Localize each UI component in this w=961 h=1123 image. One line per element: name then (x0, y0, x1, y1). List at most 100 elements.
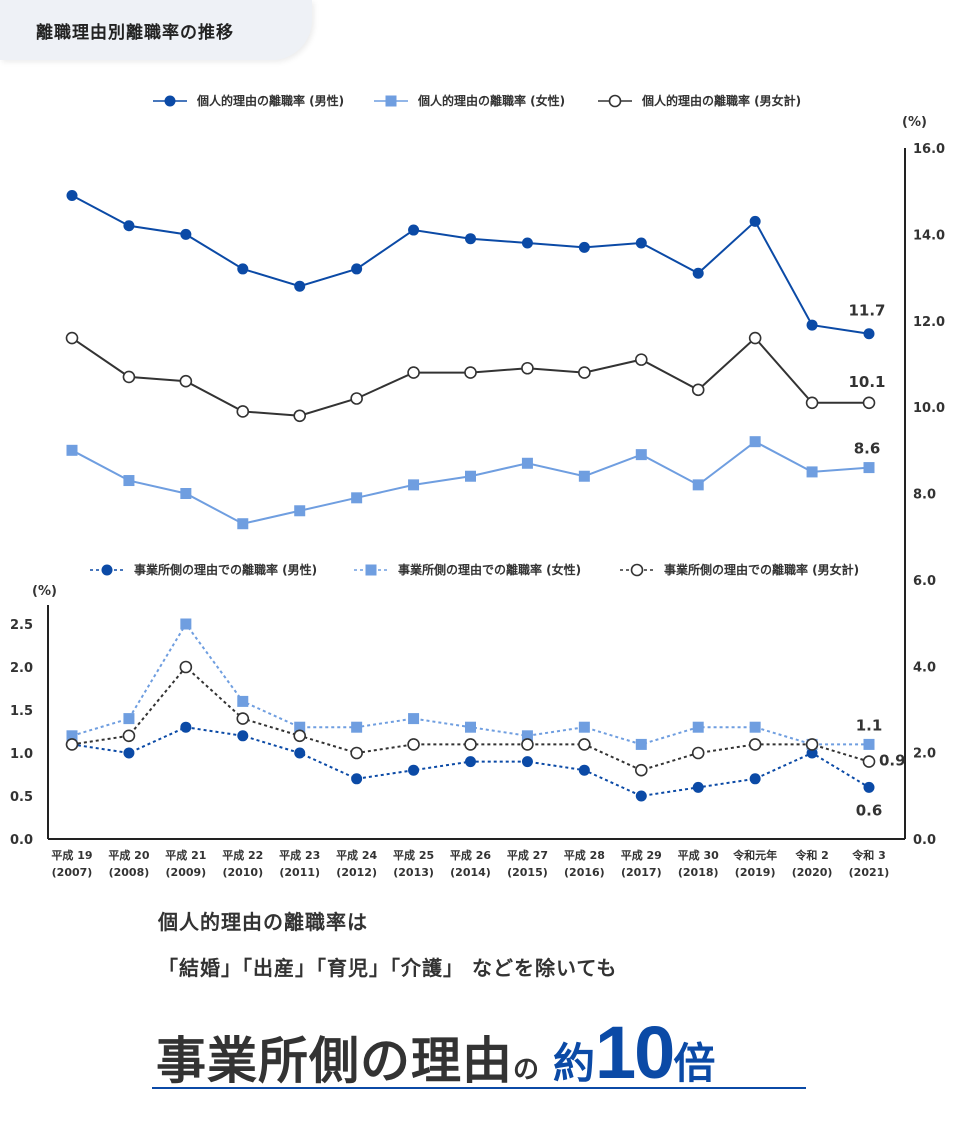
female-point (294, 721, 306, 733)
right-y-tick-label: 12.0 (913, 315, 945, 330)
total-point (578, 366, 591, 379)
x-category-label: 平成 30 (678, 848, 719, 862)
male-point (863, 328, 875, 340)
female-point (692, 721, 704, 733)
male-point (294, 280, 306, 292)
right-y-tick-label: 0.0 (913, 833, 936, 848)
legend-personal-total-text: 個人的理由の離職率 (男女計) (641, 93, 801, 108)
x-category-year: (2020) (792, 866, 833, 879)
caption-line-1: 個人的理由の離職率は (158, 910, 368, 934)
left-y-unit-label: (%) (32, 584, 57, 599)
x-category-year: (2012) (336, 866, 377, 879)
total-point (691, 383, 705, 397)
female-point (635, 449, 647, 461)
x-category-label: 平成 24 (336, 848, 377, 862)
right-y-tick-label: 16.0 (913, 142, 945, 157)
x-category-year: (2007) (52, 866, 93, 879)
right-y-tick-label: 4.0 (913, 660, 936, 675)
headline-main: 事業所側の理由 (156, 1032, 513, 1090)
legend-personal-female-text: 個人的理由の離職率 (女性) (417, 93, 565, 108)
headline-particle: の (513, 1055, 540, 1085)
legend-employer-female-text: 事業所側の理由での離職率 (女性) (398, 562, 581, 577)
female-point (749, 436, 761, 448)
total-point (464, 366, 477, 379)
left-y-tick-label: 0.0 (10, 833, 33, 848)
male-point (806, 747, 818, 759)
female-point (180, 618, 192, 630)
total-point (748, 738, 762, 751)
male-point (123, 747, 135, 759)
total-point (179, 374, 193, 388)
right-y-tick-label: 6.0 (913, 574, 936, 589)
chart-series (65, 190, 876, 802)
headline: 事業所側の理由の 約10倍 (156, 1010, 715, 1094)
end-label-personal-total: 10.1 (848, 373, 885, 391)
female-point (351, 721, 363, 733)
x-category-label: 平成 25 (393, 848, 434, 862)
male-point (521, 756, 533, 768)
headline-underline (152, 1087, 806, 1089)
right-y-unit-label: (%) (902, 115, 927, 130)
personal-male-line (71, 194, 870, 335)
total-point (236, 712, 250, 725)
female-point (465, 721, 476, 733)
female-point (465, 470, 476, 482)
x-category-year: (2019) (735, 866, 776, 879)
male-point (635, 790, 647, 802)
female-point (578, 470, 590, 482)
end-label-employer-total: 0.9 (879, 752, 906, 770)
total-point (862, 396, 876, 410)
total-point (691, 746, 705, 760)
female-point (635, 738, 647, 750)
male-point (180, 721, 192, 733)
total-point (293, 729, 307, 743)
x-category-year: (2021) (849, 866, 890, 879)
female-point (66, 444, 78, 456)
x-category-label: 平成 23 (279, 848, 320, 862)
x-category-year: (2015) (507, 866, 548, 879)
chart-labels: 個人的理由の離職率 (男性) 個人的理由の離職率 (女性) 個人的理由の離職率 (男… (90, 93, 906, 819)
total-point (805, 738, 819, 751)
male-point (66, 190, 78, 202)
x-category-label: 平成 29 (621, 848, 662, 862)
left-y-tick-label: 2.5 (10, 618, 33, 633)
total-point (634, 763, 648, 777)
left-y-tick-label: 2.0 (10, 661, 33, 676)
end-label-employer-male: 0.6 (856, 801, 883, 819)
female-point (66, 730, 78, 742)
x-category-year: (2011) (279, 866, 320, 879)
female-point (521, 730, 533, 742)
personal-female-line (71, 440, 870, 525)
male-point (294, 747, 306, 759)
male-point (123, 220, 135, 232)
left-y-tick-label: 1.5 (10, 704, 33, 719)
female-point (806, 466, 818, 478)
total-point (862, 755, 876, 768)
total-point (748, 331, 762, 345)
legend-employer-total-text: 事業所側の理由での離職率 (男女計) (664, 562, 859, 577)
male-point (635, 237, 647, 249)
male-point (408, 224, 420, 236)
male-point (749, 773, 761, 785)
total-point (122, 370, 136, 384)
turnover-rate-chart: 0.0 2.0 4.0 6.0 8.0 10.0 12.0 14.0 16.0 (%) 0.0 0.5… (10, 93, 945, 879)
headline-prefix: 約 (553, 1039, 596, 1088)
female-point (578, 721, 590, 733)
right-y-tick-label: 2.0 (913, 747, 936, 762)
chart-axes: 0.0 2.0 4.0 6.0 8.0 10.0 12.0 14.0 16.0 (%) 0.0 0.5… (10, 115, 945, 879)
male-point (692, 781, 704, 793)
total-point (350, 746, 363, 760)
female-point (863, 462, 875, 474)
male-point (465, 233, 476, 245)
x-category-year: (2010) (222, 866, 263, 879)
female-point (123, 475, 135, 487)
x-category-label: 平成 21 (165, 848, 206, 862)
total-point (407, 366, 420, 379)
total-point (122, 729, 136, 743)
x-category-year: (2009) (166, 866, 207, 879)
x-category-label: 平成 19 (51, 848, 92, 862)
total-point (65, 738, 79, 751)
total-point (634, 353, 648, 366)
x-category-label: 平成 20 (108, 848, 149, 862)
end-label-personal-male: 11.7 (848, 302, 885, 320)
